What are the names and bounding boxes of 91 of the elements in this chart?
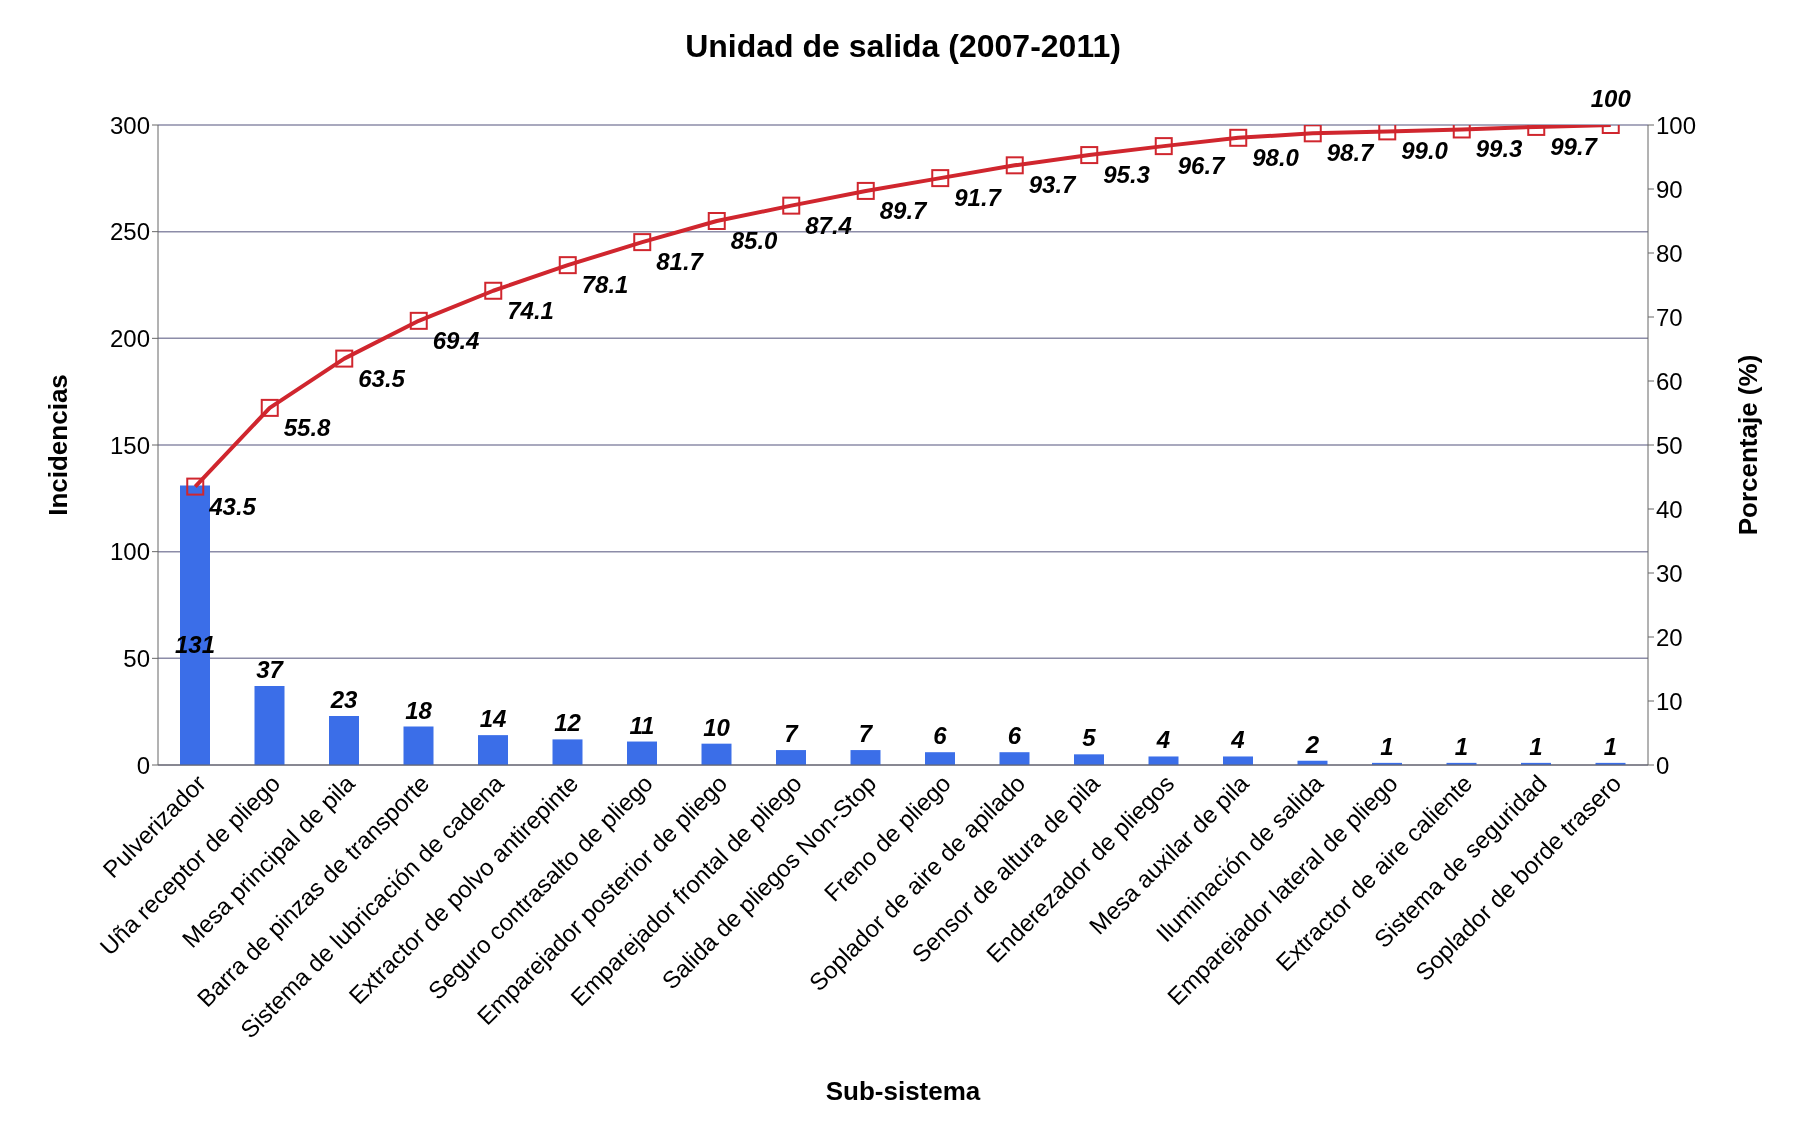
- data-label: 69.4: [432, 326, 480, 354]
- data-label: 89.7: [879, 196, 929, 224]
- bar: [925, 752, 955, 765]
- data-label: 99.7: [1550, 132, 1599, 160]
- y-tick-label: 50: [123, 644, 150, 672]
- y2-tick-label: 40: [1656, 495, 1683, 523]
- y-tick-label: 200: [109, 324, 150, 352]
- data-label: 4: [1155, 726, 1171, 754]
- point: [1303, 125, 1322, 143]
- data-label: 18: [405, 696, 433, 724]
- data-label: 98.7: [1326, 139, 1376, 167]
- y-tick-label: 150: [109, 431, 150, 459]
- data-label: 7: [858, 720, 874, 748]
- point: [484, 281, 503, 300]
- point: [1080, 146, 1099, 165]
- y2-tick-label: 100: [1656, 111, 1697, 139]
- bar: [701, 743, 732, 765]
- data-label: 5: [1082, 724, 1097, 752]
- y-tick-label: 300: [109, 111, 150, 139]
- data-label: 95.3: [1103, 161, 1151, 189]
- point: [707, 212, 726, 230]
- data-label: 12: [554, 709, 582, 737]
- chart-title: Unidad de salida (2007-2011): [684, 27, 1122, 65]
- bar: [329, 715, 359, 765]
- data-label: 81.7: [656, 248, 705, 276]
- data-label: 37: [256, 656, 285, 684]
- data-label: 55.8: [283, 413, 332, 441]
- y2-tick-label: 90: [1656, 175, 1683, 203]
- point: [1229, 128, 1248, 147]
- bar: [403, 726, 434, 765]
- bar: [627, 741, 657, 765]
- x-axis-title: Sub-sistema: [825, 1076, 981, 1106]
- data-label: 2: [1304, 730, 1320, 758]
- bar: [1148, 756, 1179, 765]
- bar: [850, 750, 881, 765]
- y2-tick-label: 50: [1656, 431, 1683, 459]
- point: [931, 169, 950, 188]
- point: [186, 477, 205, 496]
- y-tick-label: 250: [109, 218, 150, 246]
- point: [260, 398, 279, 417]
- data-label: 1: [1454, 732, 1469, 760]
- point: [1378, 125, 1397, 141]
- point: [335, 349, 354, 368]
- bar: [478, 735, 508, 765]
- data-label: 14: [479, 705, 507, 733]
- y-tick-label: 0: [136, 751, 150, 779]
- point: [1005, 156, 1024, 175]
- y2-tick-label: 60: [1656, 367, 1683, 395]
- data-label: 78.1: [581, 271, 629, 299]
- data-label: 74.1: [507, 296, 554, 324]
- data-label: 6: [933, 722, 948, 750]
- bar: [776, 750, 806, 765]
- data-label: 6: [1007, 722, 1022, 750]
- y2-tick-label: 10: [1656, 687, 1683, 715]
- data-label: 100: [1590, 85, 1632, 112]
- bar: [999, 752, 1030, 765]
- data-label: 23: [329, 685, 358, 713]
- bar: [552, 739, 583, 765]
- data-label: 85.0: [730, 227, 779, 254]
- y2-tick-label: 80: [1656, 239, 1683, 267]
- y2-axis-title: Porcentaje (%): [1733, 354, 1764, 536]
- data-label: 63.5: [358, 364, 406, 392]
- y2-tick-label: 70: [1656, 303, 1683, 331]
- data-label: 10: [703, 713, 731, 741]
- data-label: 1: [1380, 732, 1394, 760]
- y-tick-label: 100: [109, 538, 150, 566]
- bar: [1074, 754, 1104, 765]
- y2-tick-label: 20: [1656, 623, 1683, 651]
- y2-tick-label: 0: [1656, 751, 1670, 779]
- point: [782, 196, 801, 215]
- point: [409, 311, 428, 330]
- data-label: 7: [784, 720, 800, 748]
- data-label: 4: [1230, 726, 1245, 754]
- bar: [1223, 756, 1253, 765]
- y-axis-title: Incidencias: [43, 374, 74, 516]
- data-label: 87.4: [805, 211, 852, 239]
- point: [856, 181, 875, 200]
- point: [1154, 137, 1173, 156]
- data-label: 96.7: [1177, 152, 1227, 180]
- data-label: 98.0: [1252, 143, 1300, 171]
- bar: [254, 686, 285, 765]
- data-label: 1: [1603, 732, 1618, 760]
- data-label: 99.3: [1475, 135, 1524, 163]
- data-label: 11: [629, 711, 655, 739]
- data-label: 91.7: [954, 184, 1003, 212]
- point: [633, 233, 652, 252]
- point: [558, 256, 577, 275]
- data-label: 93.7: [1028, 171, 1078, 199]
- y2-tick-label: 30: [1656, 559, 1683, 587]
- data-label: 1: [1529, 732, 1543, 760]
- data-label: 99.0: [1401, 137, 1449, 165]
